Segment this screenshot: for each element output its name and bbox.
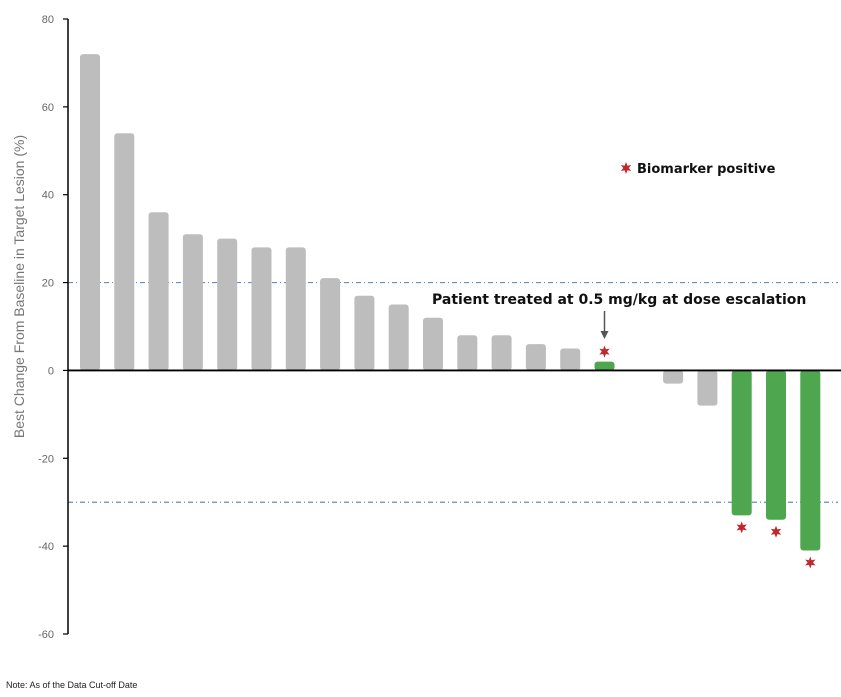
bar-19 [731, 370, 752, 516]
bar-14 [560, 348, 581, 371]
y-tick-label-80: 80 [42, 14, 54, 26]
annotation-arrow-head [600, 331, 609, 339]
footnote: Note: As of the Data Cut-off Date [6, 680, 138, 690]
y-tick-label-20: 20 [42, 278, 54, 290]
bar-9 [388, 304, 409, 371]
bar-1 [114, 133, 135, 371]
bar-7 [320, 278, 341, 371]
legend-label: Biomarker positive [637, 162, 776, 177]
bar-11 [457, 335, 478, 371]
annotation-text: Patient treated at 0.5 mg/kg at dose esc… [432, 292, 806, 308]
bar-13 [525, 344, 546, 371]
biomarker-marker-19 [736, 521, 747, 534]
bar-12 [491, 335, 512, 371]
y-tick-label-0: 0 [48, 365, 54, 377]
bar-21 [800, 370, 821, 551]
bar-20 [766, 370, 786, 520]
y-tick-label--60: -60 [38, 629, 54, 641]
y-tick-label--20: -20 [38, 453, 54, 465]
biomarker-marker-15 [599, 345, 610, 358]
y-tick-label-60: 60 [42, 102, 54, 114]
bar-15 [594, 361, 615, 371]
bar-0 [80, 54, 100, 371]
y-tick-label--40: -40 [38, 541, 54, 553]
bar-18 [697, 370, 718, 406]
bar-2 [148, 212, 169, 371]
bar-5 [251, 247, 272, 371]
bar-8 [354, 295, 375, 371]
biomarker-marker-20 [770, 525, 782, 538]
legend-marker-icon [620, 162, 632, 174]
y-tick-label-40: 40 [42, 190, 54, 202]
bar-6 [285, 247, 306, 371]
bar-4 [217, 238, 238, 371]
bar-10 [423, 317, 443, 371]
bar-17 [663, 370, 684, 384]
y-axis-label: Best Change From Baseline in Target Lesi… [11, 135, 27, 438]
bar-3 [182, 234, 203, 371]
biomarker-marker-21 [805, 556, 816, 569]
